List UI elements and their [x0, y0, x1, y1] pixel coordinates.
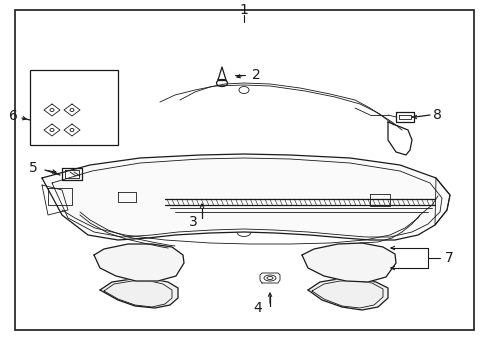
Polygon shape [42, 154, 449, 240]
Polygon shape [100, 279, 178, 308]
Bar [15, 10, 473, 330]
Bar [30, 70, 118, 145]
Polygon shape [302, 243, 395, 282]
Text: 3: 3 [189, 215, 198, 229]
Text: 5: 5 [29, 161, 38, 175]
Text: 2: 2 [251, 68, 260, 82]
Text: 6: 6 [9, 109, 18, 123]
Polygon shape [94, 244, 183, 281]
Text: 7: 7 [444, 251, 453, 265]
Text: 8: 8 [432, 108, 441, 122]
Text: 4: 4 [253, 301, 262, 315]
Polygon shape [307, 279, 387, 310]
Text: 1: 1 [239, 3, 248, 17]
